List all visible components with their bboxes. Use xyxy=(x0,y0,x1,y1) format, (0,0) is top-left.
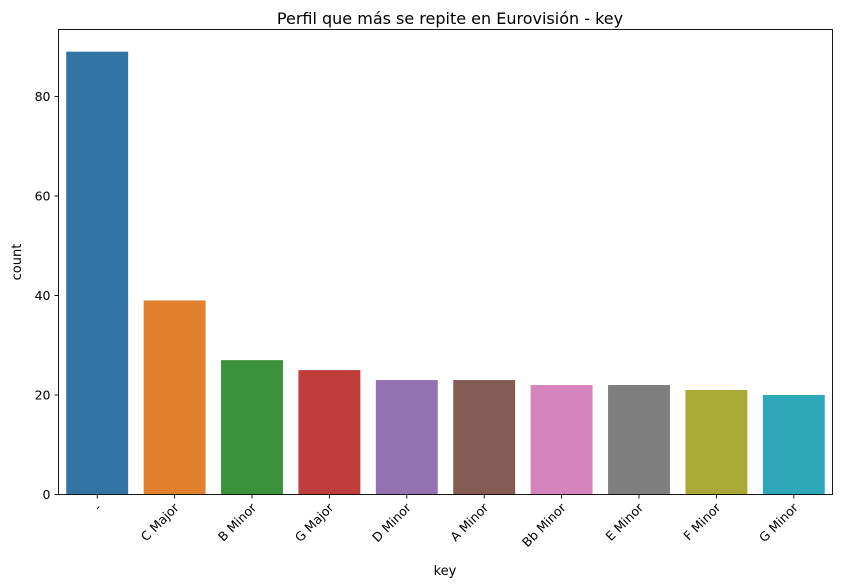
y-tick-label-0: 0 xyxy=(43,487,51,502)
x-tick-label-4: D Minor xyxy=(369,499,415,545)
x-tick-label-8: F Minor xyxy=(680,499,724,543)
x-tick-label-7: E Minor xyxy=(602,499,646,543)
bar-5 xyxy=(453,380,516,495)
y-tick-label-3: 60 xyxy=(35,188,51,203)
plot-frame xyxy=(58,29,833,495)
x-tick-label-5: A Minor xyxy=(447,499,492,544)
bar-2 xyxy=(221,360,283,495)
y-tick-label-4: 80 xyxy=(35,89,51,104)
x-tick-label-2: B Minor xyxy=(215,499,260,544)
x-tick-label-9: G Minor xyxy=(756,499,802,545)
bar-4 xyxy=(375,380,438,495)
bar-6 xyxy=(530,385,593,495)
y-tick-label-1: 20 xyxy=(35,387,51,402)
bar-3 xyxy=(298,370,361,495)
x-tick-label-3: G Major xyxy=(292,499,337,544)
x-tick-label-1: C Major xyxy=(138,499,183,544)
y-axis-label: count xyxy=(10,244,25,281)
bar-8 xyxy=(685,390,748,495)
x-tick-label-0: - xyxy=(91,500,105,514)
x-axis-label: key xyxy=(434,564,457,579)
bar-1 xyxy=(143,300,206,495)
x-axis: - C Major B Minor G Major D Minor A Minor Bb M… xyxy=(91,494,802,550)
y-axis: 0 20 40 60 80 xyxy=(35,89,59,502)
bars-group xyxy=(66,51,825,495)
bar-0 xyxy=(66,51,129,495)
y-tick-label-2: 40 xyxy=(35,288,51,303)
x-tick-label-6: Bb Minor xyxy=(519,499,569,549)
bar-7 xyxy=(608,385,670,495)
chart-title: Perfil que más se repite en Eurovisión -… xyxy=(277,9,623,28)
bar-9 xyxy=(762,394,825,495)
